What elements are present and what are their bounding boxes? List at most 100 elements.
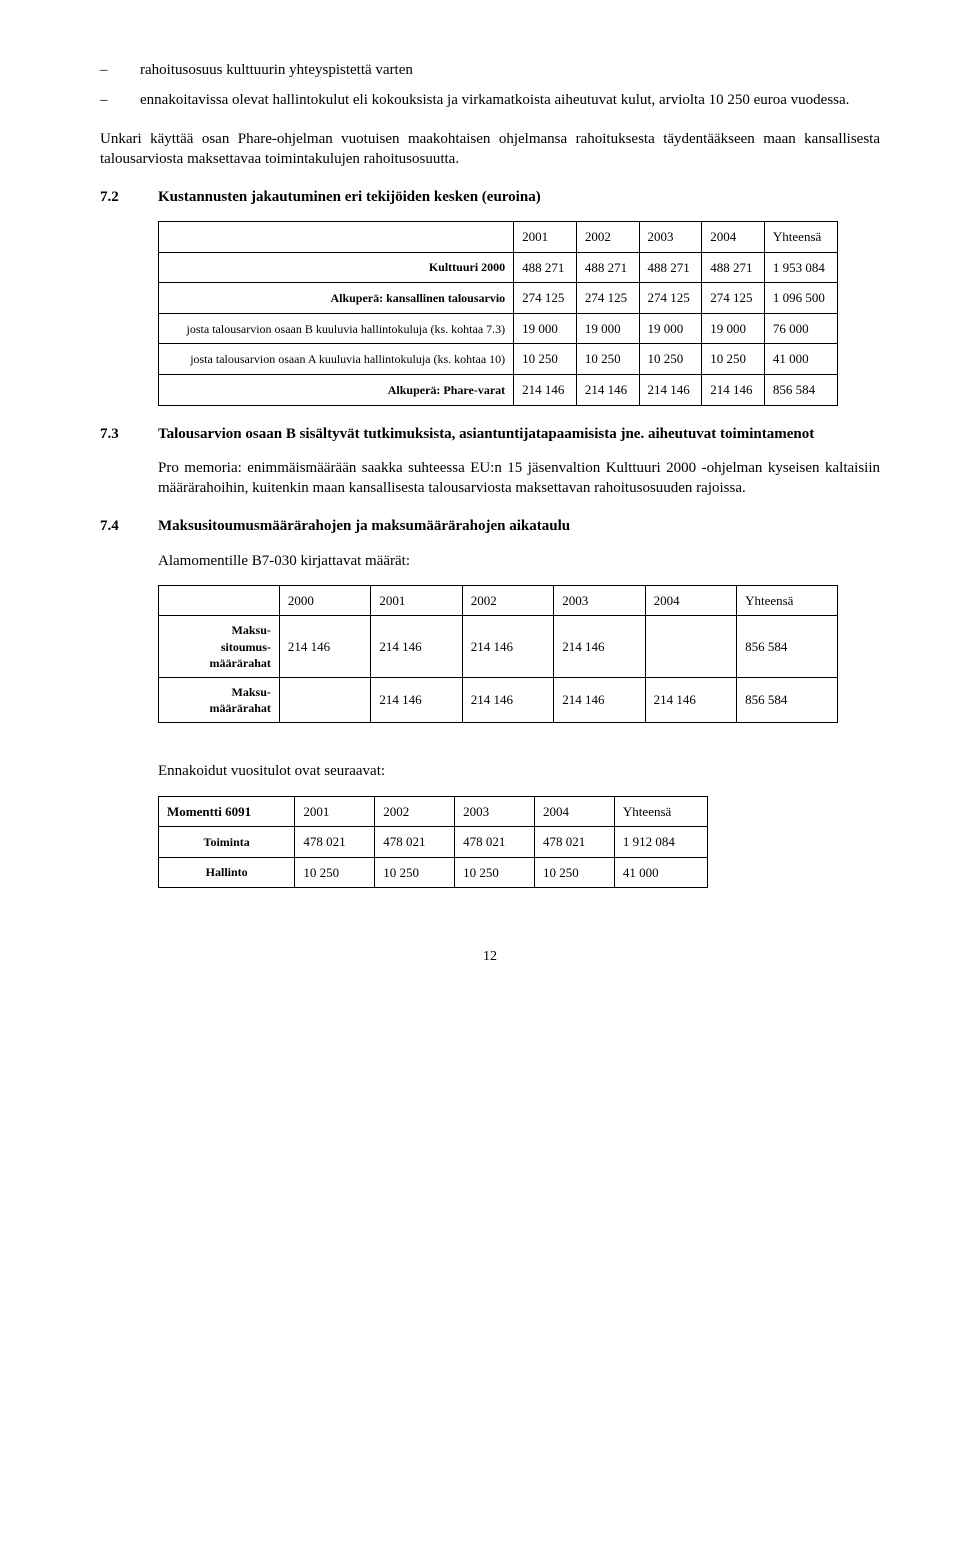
page-number: 12 bbox=[100, 948, 880, 967]
table-cell: 41 000 bbox=[614, 857, 707, 888]
table-header: Yhteensä bbox=[737, 585, 838, 616]
table-header: 2001 bbox=[514, 222, 577, 253]
table-row: josta talousarvion osaan B kuuluvia hall… bbox=[159, 313, 838, 344]
table-cell: 10 250 bbox=[576, 344, 639, 375]
table-header: 2003 bbox=[554, 585, 645, 616]
table-cell: 214 146 bbox=[576, 374, 639, 405]
table-cell bbox=[645, 616, 736, 678]
table-header-row: 2001 2002 2003 2004 Yhteensä bbox=[159, 222, 838, 253]
table-cell: 214 146 bbox=[554, 677, 645, 722]
row-label: josta talousarvion osaan B kuuluvia hall… bbox=[159, 313, 514, 344]
table-cell: 274 125 bbox=[639, 283, 702, 314]
bullet-dash: – bbox=[100, 90, 140, 110]
bullet-text: ennakoitavissa olevat hallintokulut eli … bbox=[140, 90, 880, 110]
table-cell: 10 250 bbox=[639, 344, 702, 375]
table-cell: 214 146 bbox=[645, 677, 736, 722]
row-label: Maksu- määrärahat bbox=[159, 677, 280, 722]
section-7-2: 7.2 Kustannusten jakautuminen eri tekijö… bbox=[100, 187, 880, 207]
table-cell: 76 000 bbox=[764, 313, 837, 344]
table-cell: 214 146 bbox=[279, 616, 370, 678]
cost-breakdown-table: 2001 2002 2003 2004 Yhteensä Kulttuuri 2… bbox=[158, 221, 838, 405]
section-number: 7.2 bbox=[100, 187, 158, 207]
table-row: Hallinto10 25010 25010 25010 25041 000 bbox=[159, 857, 708, 888]
paragraph: Unkari käyttää osan Phare-ohjelman vuotu… bbox=[100, 129, 880, 170]
table-header: Momentti 6091 bbox=[159, 796, 295, 827]
section-number: 7.3 bbox=[100, 424, 158, 444]
table-cell: 488 271 bbox=[514, 252, 577, 283]
table-header bbox=[159, 585, 280, 616]
bullet-list: – rahoitusosuus kulttuurin yhteyspistett… bbox=[100, 60, 880, 111]
table-cell: 41 000 bbox=[764, 344, 837, 375]
row-label: Hallinto bbox=[159, 857, 295, 888]
table-header: 2001 bbox=[371, 585, 462, 616]
bullet-dash: – bbox=[100, 60, 140, 80]
table-header: 2004 bbox=[702, 222, 765, 253]
table-cell: 19 000 bbox=[514, 313, 577, 344]
table-cell: 214 146 bbox=[639, 374, 702, 405]
table-cell: 488 271 bbox=[576, 252, 639, 283]
table-cell: 214 146 bbox=[462, 677, 553, 722]
table-cell: 10 250 bbox=[535, 857, 615, 888]
bullet-item: – rahoitusosuus kulttuurin yhteyspistett… bbox=[100, 60, 880, 80]
table-cell bbox=[279, 677, 370, 722]
table-cell: 10 250 bbox=[455, 857, 535, 888]
table-cell: 478 021 bbox=[375, 827, 455, 858]
table-cell: 1 912 084 bbox=[614, 827, 707, 858]
table-header: 2002 bbox=[375, 796, 455, 827]
table-cell: 10 250 bbox=[702, 344, 765, 375]
table-cell: 214 146 bbox=[702, 374, 765, 405]
row-label: Maksu- sitoumus- määrärahat bbox=[159, 616, 280, 678]
table-cell: 10 250 bbox=[375, 857, 455, 888]
table-header: 2001 bbox=[295, 796, 375, 827]
table-cell: 19 000 bbox=[639, 313, 702, 344]
table-cell: 1 096 500 bbox=[764, 283, 837, 314]
section-title: Kustannusten jakautuminen eri tekijöiden… bbox=[158, 187, 880, 207]
table-header: 2003 bbox=[455, 796, 535, 827]
table-header-row: 2000 2001 2002 2003 2004 Yhteensä bbox=[159, 585, 838, 616]
table-cell: 214 146 bbox=[514, 374, 577, 405]
row-label: josta talousarvion osaan A kuuluvia hall… bbox=[159, 344, 514, 375]
table-header bbox=[159, 222, 514, 253]
table-cell: 214 146 bbox=[371, 616, 462, 678]
table-row: Toiminta478 021478 021478 021478 0211 91… bbox=[159, 827, 708, 858]
paragraph: Alamomentille B7-030 kirjattavat määrät: bbox=[158, 551, 880, 571]
table-cell: 478 021 bbox=[455, 827, 535, 858]
table-cell: 19 000 bbox=[702, 313, 765, 344]
table-cell: 478 021 bbox=[535, 827, 615, 858]
table-header: 2002 bbox=[462, 585, 553, 616]
row-label: Alkuperä: Phare-varat bbox=[159, 374, 514, 405]
table-header: 2000 bbox=[279, 585, 370, 616]
table-cell: 488 271 bbox=[702, 252, 765, 283]
table-header-row: Momentti 6091 2001 2002 2003 2004 Yhteen… bbox=[159, 796, 708, 827]
table-cell: 10 250 bbox=[514, 344, 577, 375]
bullet-item: – ennakoitavissa olevat hallintokulut el… bbox=[100, 90, 880, 110]
row-label: Alkuperä: kansallinen talousarvio bbox=[159, 283, 514, 314]
section-7-4: 7.4 Maksusitoumusmäärärahojen ja maksumä… bbox=[100, 516, 880, 536]
table-row: josta talousarvion osaan A kuuluvia hall… bbox=[159, 344, 838, 375]
section-title: Talousarvion osaan B sisältyvät tutkimuk… bbox=[158, 424, 880, 444]
row-label: Toiminta bbox=[159, 827, 295, 858]
table-cell: 10 250 bbox=[295, 857, 375, 888]
row-label: Kulttuuri 2000 bbox=[159, 252, 514, 283]
table-row: Alkuperä: Phare-varat214 146214 146214 1… bbox=[159, 374, 838, 405]
table-row: Maksu- sitoumus- määrärahat214 146214 14… bbox=[159, 616, 838, 678]
table-header: Yhteensä bbox=[614, 796, 707, 827]
table-cell: 478 021 bbox=[295, 827, 375, 858]
table-header: 2004 bbox=[535, 796, 615, 827]
table-header: 2003 bbox=[639, 222, 702, 253]
table-row: Maksu- määrärahat214 146214 146214 14621… bbox=[159, 677, 838, 722]
section-title: Maksusitoumusmäärärahojen ja maksumäärär… bbox=[158, 516, 880, 536]
table-cell: 856 584 bbox=[764, 374, 837, 405]
table-header: 2002 bbox=[576, 222, 639, 253]
table-cell: 274 125 bbox=[702, 283, 765, 314]
paragraph: Pro memoria: enimmäismäärään saakka suht… bbox=[158, 458, 880, 499]
table-cell: 488 271 bbox=[639, 252, 702, 283]
table-cell: 856 584 bbox=[737, 616, 838, 678]
section-number: 7.4 bbox=[100, 516, 158, 536]
table-cell: 214 146 bbox=[371, 677, 462, 722]
table-row: Alkuperä: kansallinen talousarvio 274 125… bbox=[159, 283, 838, 314]
table-row: Kulttuuri 2000488 271488 271488 271488 2… bbox=[159, 252, 838, 283]
table-cell: 274 125 bbox=[576, 283, 639, 314]
section-7-3: 7.3 Talousarvion osaan B sisältyvät tutk… bbox=[100, 424, 880, 444]
table-cell: 19 000 bbox=[576, 313, 639, 344]
